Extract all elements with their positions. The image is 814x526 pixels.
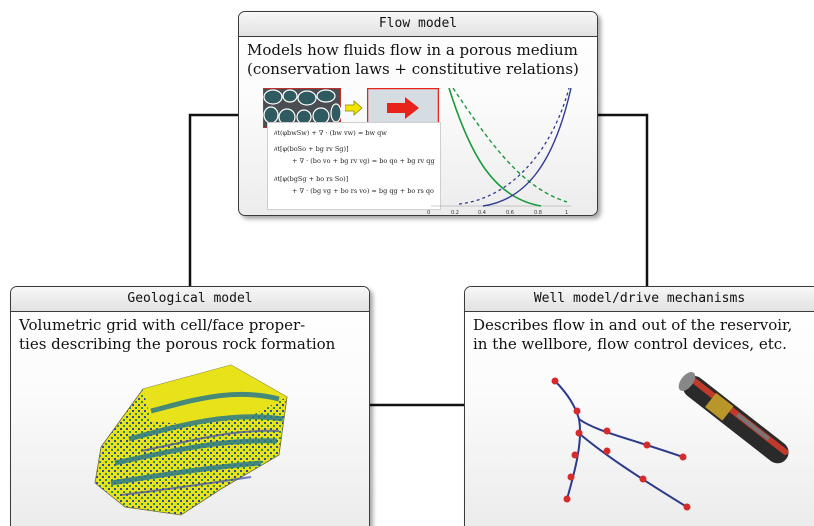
plot-tick-3: 0.6 (506, 210, 514, 216)
curve-green-solid (448, 88, 542, 207)
plot-tick-2: 0.4 (478, 210, 486, 216)
geological-model-title: Geological model (11, 287, 369, 312)
porous-medium-image (263, 88, 341, 128)
plot-tick-5: 1 (565, 210, 568, 216)
flow-control-device-image (678, 372, 789, 464)
flow-model-box: Flow model Models how fluids flow in a p… (238, 11, 598, 216)
equations-panel: ∂t(φbwSw) + ∇ · (bw vw) = bw qw ∂t[φ(boS… (267, 122, 441, 210)
well-model-description: Describes flow in and out of the reservo… (465, 312, 814, 354)
flow-arrow-image (367, 88, 439, 128)
geological-grid-image (94, 364, 288, 516)
well-model-description-line-1: Describes flow in and out of the reservo… (473, 316, 793, 334)
plot-tick-0: 0 (427, 210, 430, 216)
curve-green-dashed (452, 88, 568, 203)
multilateral-well-image (551, 377, 691, 511)
connector-flow-to-well (597, 113, 649, 287)
flow-model-description-line-2: (conservation laws + constitutive relati… (247, 60, 579, 78)
connector-flow-to-geo (188, 113, 238, 287)
flow-model-description-line-1: Models how fluids flow in a porous mediu… (247, 41, 578, 59)
curve-blue-solid (482, 88, 572, 207)
geological-model-description-line-1: Volumetric grid with cell/face proper- (19, 316, 306, 334)
plot-tick-4: 0.8 (534, 210, 542, 216)
geological-model-description: Volumetric grid with cell/face proper- t… (11, 312, 369, 354)
equation-5: + ∇ · (bg vg + bo rs vo) = bg qg + bo rs… (292, 187, 434, 195)
well-model-box: Well model/drive mechanisms Describes fl… (464, 286, 814, 526)
geological-model-box: Geological model Volumetric grid with ce… (10, 286, 370, 526)
well-model-title: Well model/drive mechanisms (465, 287, 814, 312)
relperm-plot: 0 0.2 0.4 0.6 0.8 1 (427, 88, 572, 216)
geological-model-description-line-2: ties describing the porous rock formatio… (19, 335, 336, 353)
plot-tick-1: 0.2 (451, 210, 459, 216)
equation-4: ∂t[φ(bgSg + bo rs So)] (274, 175, 349, 183)
curve-blue-dashed (458, 88, 570, 205)
equation-3: + ∇ · (bo vo + bg rv vg) = bo qo + bg rv… (292, 157, 435, 165)
equation-2: ∂t[φ(boSo + bg rv Sg)] (274, 145, 349, 153)
well-model-description-line-2: in the wellbore, flow control devices, e… (473, 335, 787, 353)
equation-1: ∂t(φbwSw) + ∇ · (bw vw) = bw qw (274, 129, 387, 137)
flow-model-description: Models how fluids flow in a porous mediu… (239, 37, 597, 79)
yellow-arrow-icon (345, 100, 363, 116)
flow-model-title: Flow model (239, 12, 597, 37)
